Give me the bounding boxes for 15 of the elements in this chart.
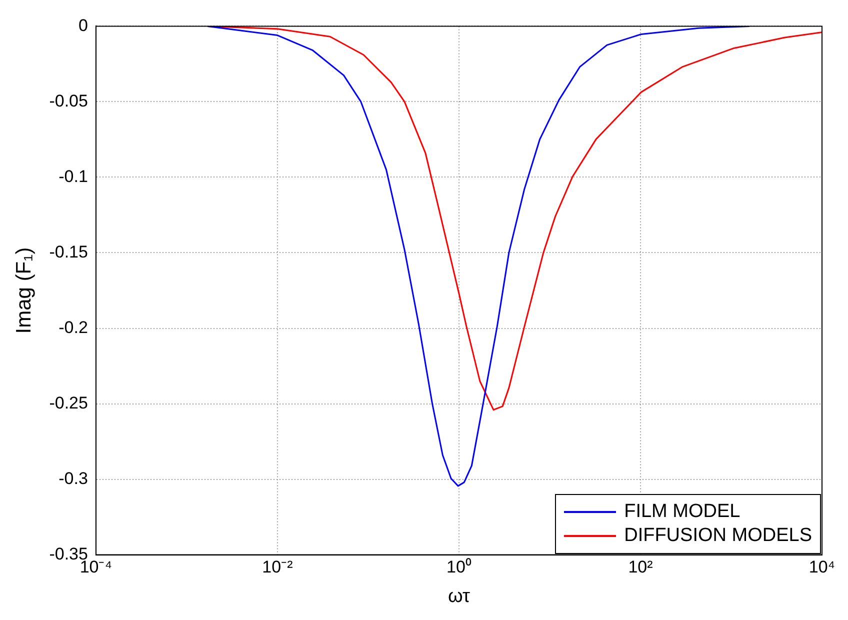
x-tick-label: 10² [628, 558, 654, 577]
legend-label: DIFFUSION MODELS [624, 524, 812, 547]
y-tick-label: -0.3 [58, 468, 88, 488]
legend-label: FILM MODEL [624, 500, 740, 523]
x-tick-label: 10⁴ [808, 558, 836, 577]
y-axis-title: Imag (F₁) [12, 247, 36, 334]
x-tick-label: 10⁻² [262, 558, 294, 577]
y-tick-label: -0.2 [58, 318, 88, 337]
y-tick-label: -0.1 [58, 166, 88, 186]
y-tick-label: 0 [78, 16, 88, 35]
x-axis-title: ωτ [448, 586, 470, 607]
y-tick-label: -0.15 [49, 242, 88, 262]
x-tick-label: 10⁰ [446, 558, 472, 577]
y-tick-label: -0.05 [49, 91, 88, 110]
y-tick-label: -0.25 [49, 393, 88, 412]
